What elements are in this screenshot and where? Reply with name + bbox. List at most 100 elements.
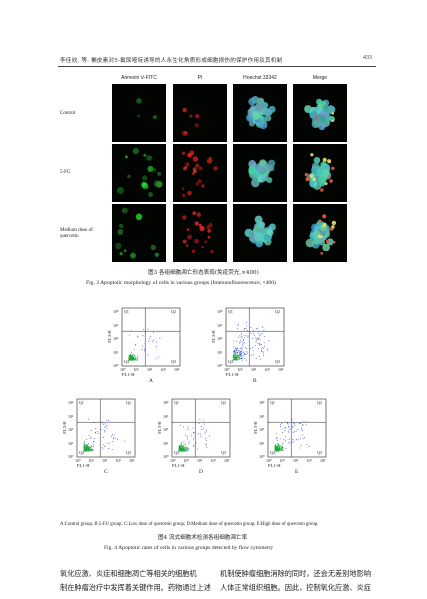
quadrant-label-q1: Q1 — [270, 400, 275, 405]
micrograph-5fu-merge — [293, 144, 347, 202]
x-tick-label: 10³ — [210, 458, 216, 463]
x-tick-label: 10⁰ — [170, 458, 176, 463]
x-tick-label: 10⁴ — [174, 367, 180, 372]
x-tick-label: 10² — [251, 367, 257, 372]
y-axis-label: FL3-H — [61, 421, 67, 434]
flow-plot-b: Q1 Q2 Q3 Q4 10⁰ 10¹ 10² 10³ 10⁴ 10⁰ 10¹ 10² 10³ 10⁴ FL… — [211, 307, 285, 384]
quadrant-label-q4: Q4 — [124, 359, 129, 364]
y-tick-label: 10² — [259, 427, 265, 432]
y-tick-label: 10¹ — [113, 349, 119, 355]
x-tick-label: 10⁰ — [75, 458, 81, 463]
x-tick-label: 10⁰ — [120, 367, 126, 372]
quadrant-label-q1: Q1 — [124, 309, 129, 314]
y-axis-label: FL3-H — [156, 421, 162, 434]
micrograph-control-hoechst — [233, 84, 287, 142]
column-header-pi: PI — [197, 75, 203, 81]
quadrant-label-q1: Q1 — [79, 400, 84, 405]
y-tick-label: 10³ — [259, 413, 265, 419]
y-axis-label: FL3-H — [106, 330, 112, 343]
y-axis-label: FL3-H — [210, 330, 216, 343]
micrograph-medium-pi — [173, 204, 227, 262]
x-tick-label: 10¹ — [237, 367, 243, 372]
plot-letter: C — [104, 469, 108, 475]
x-tick-label: 10⁴ — [224, 458, 230, 463]
y-tick-label: 10⁰ — [259, 454, 265, 459]
quadrant-label-q2: Q2 — [126, 400, 131, 405]
plot-letter: D — [199, 469, 203, 475]
x-axis-label: FL1-H — [122, 372, 135, 377]
quadrant-label-q2: Q2 — [275, 309, 280, 314]
y-tick-label: 10⁴ — [113, 309, 119, 314]
quadrant-label-q3: Q3 — [317, 450, 322, 455]
quadrant-label-q4: Q4 — [174, 450, 179, 455]
x-tick-label: 10³ — [115, 458, 121, 463]
flow-plot-e: Q1 Q2 Q3 Q4 10⁰ 10¹ 10² 10³ 10⁴ 10⁰ 10¹ 10² 10³ 10⁴ FL… — [253, 398, 327, 475]
quadrant-label-q4: Q4 — [270, 450, 275, 455]
figure4-caption-en: Fig. 4 Apoptotic rates of cells in vario… — [104, 545, 274, 551]
flow-plot-a: Q1 Q2 Q3 Q4 10⁰ 10¹ 10² 10³ 10⁴ 10⁰ 10¹ 10² 10³ 10⁴ FL… — [107, 307, 181, 384]
y-tick-label: 10⁰ — [113, 363, 119, 368]
micrograph-5fu-hoechst — [233, 144, 287, 202]
body-left-line-1: 氧化应激、炎症和细胞凋亡等相关的细胞机 — [60, 569, 197, 578]
body-right-line-2: 人体正常组织细胞。因此，控制氧化应激、炎症 — [220, 583, 371, 592]
x-tick-label: 10¹ — [279, 458, 285, 463]
quadrant-label-q3: Q3 — [221, 450, 226, 455]
row-label-medium-dose: Medium dose of quercetin — [60, 228, 93, 239]
quadrant-label-q3: Q3 — [275, 359, 280, 364]
y-tick-label: 10⁴ — [259, 400, 265, 405]
x-tick-label: 10² — [147, 367, 153, 372]
quadrant-label-q2: Q2 — [221, 400, 226, 405]
flow-plot-d: Q1 Q2 Q3 Q4 10⁰ 10¹ 10² 10³ 10⁴ 10⁰ 10¹ 10² 10³ 10⁴ FL… — [157, 398, 231, 475]
x-tick-label: 10² — [102, 458, 108, 463]
y-axis-label: FL3-H — [252, 421, 258, 434]
micrograph-5fu-pi — [173, 144, 227, 202]
header-rule — [58, 66, 376, 67]
x-axis-label: FL1-H — [268, 463, 281, 468]
y-tick-label: 10¹ — [217, 349, 223, 355]
x-axis-label: FL1-H — [226, 372, 239, 377]
micrograph-medium-annexin — [112, 204, 166, 262]
page-number: 433 — [363, 55, 372, 61]
quadrant-label-q2: Q2 — [317, 400, 322, 405]
column-header-merge: Merge — [312, 75, 328, 81]
x-tick-label: 10⁰ — [224, 367, 230, 372]
y-tick-label: 10⁴ — [217, 309, 223, 314]
y-tick-label: 10² — [217, 336, 223, 341]
x-tick-label: 10⁴ — [320, 458, 326, 463]
flow-plot-c: Q1 Q2 Q3 Q4 10⁰ 10¹ 10² 10³ 10⁴ 10⁰ 10¹ 10² 10³ 10⁴ FL… — [62, 398, 136, 475]
quadrant-label-q3: Q3 — [171, 359, 176, 364]
y-tick-label: 10⁰ — [68, 454, 74, 459]
quadrant-label-q4: Q4 — [79, 450, 84, 455]
running-title: 李佳欣, 等. 槲皮素对5-氟尿嘧啶诱导的人永生化角质形成细胞损伤的保护作用及其… — [60, 58, 283, 64]
x-tick-label: 10³ — [160, 367, 166, 372]
y-tick-label: 10² — [68, 427, 74, 432]
y-tick-label: 10¹ — [259, 440, 265, 446]
figure4-legend: A:Control group; B:5-FU group; C:Low dos… — [60, 522, 319, 527]
micrograph-5fu-annexin — [112, 144, 166, 202]
x-axis-label: FL1-H — [172, 463, 185, 468]
plot-letter: A — [149, 378, 153, 384]
y-tick-label: 10² — [113, 336, 119, 341]
figure3-caption-cn: 图3 各组细胞凋亡形态表现(免疫荧光,×400) — [148, 270, 259, 276]
figure4-caption-cn: 图4 流式细胞术检测各组细胞凋亡率 — [158, 535, 248, 541]
quadrant-label-q3: Q3 — [126, 450, 131, 455]
column-header-annexin: Annexin Ⅴ-FITC — [121, 75, 157, 81]
x-tick-label: 10³ — [264, 367, 270, 372]
quadrant-label-q1: Q1 — [174, 400, 179, 405]
y-tick-label: 10³ — [217, 322, 223, 328]
micrograph-medium-hoechst — [233, 204, 287, 262]
micrograph-control-annexin — [112, 84, 166, 142]
y-tick-label: 10⁰ — [163, 454, 169, 459]
x-tick-label: 10⁴ — [278, 367, 284, 372]
figure3-caption-en: Fig. 3 Apoptotic morphology of cells in … — [86, 280, 276, 286]
y-tick-label: 10¹ — [163, 440, 169, 446]
row-label-control: Control — [60, 111, 76, 116]
body-right-line-1: 机制使肿瘤细胞消除的同时，还会无差别地影响 — [220, 569, 371, 578]
y-tick-label: 10¹ — [68, 440, 74, 446]
plot-letter: E — [295, 469, 299, 475]
plot-letter: B — [253, 378, 257, 384]
x-tick-label: 10³ — [306, 458, 312, 463]
quadrant-label-q2: Q2 — [171, 309, 176, 314]
y-tick-label: 10³ — [68, 413, 74, 419]
row-label-5fu: 5-FU — [60, 170, 71, 175]
